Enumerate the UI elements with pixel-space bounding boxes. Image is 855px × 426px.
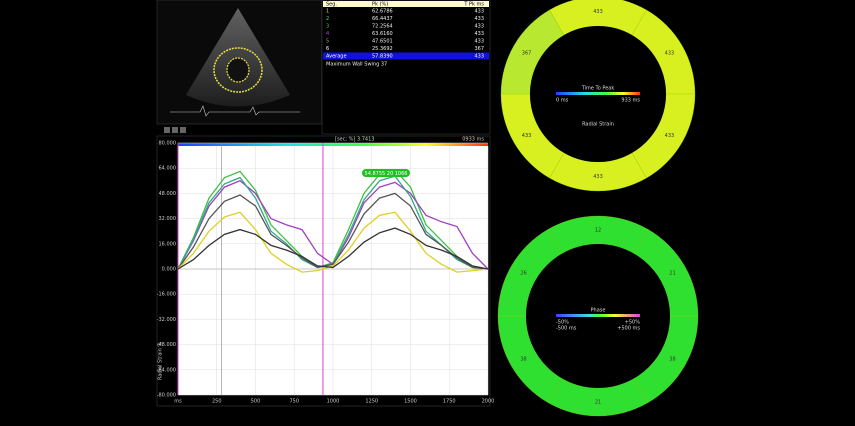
chart-header-right: 0933 ms xyxy=(462,137,484,143)
x-tick-label: 1750 xyxy=(443,399,456,405)
color-scale xyxy=(556,92,640,95)
segment-label: 38 xyxy=(520,357,526,363)
bullseye-subtitle: Radial Strain xyxy=(582,122,614,128)
segment-label: 433 xyxy=(593,174,603,180)
table-footer: Maximum Wall Swing 37 xyxy=(326,62,387,68)
x-tick-label: 1250 xyxy=(365,399,378,405)
scale-min: 0 ms xyxy=(556,98,569,104)
strain-curve xyxy=(177,169,489,270)
table-cell: Average xyxy=(326,54,347,60)
y-tick-label: -80.000 xyxy=(157,393,176,399)
table-cell: 25.3692 xyxy=(372,46,393,52)
segment-label: 367 xyxy=(522,50,532,56)
scale-max: +500 ms xyxy=(617,326,640,332)
y-axis-title: Radial Strain % xyxy=(158,342,164,380)
y-tick-label: 48.000 xyxy=(159,191,177,197)
annotation-bg xyxy=(362,169,410,177)
table-cell: 5 xyxy=(326,39,329,45)
bullseye-title: Time To Peak xyxy=(581,86,615,92)
segment-label: 38 xyxy=(669,357,675,363)
table-cell: 433 xyxy=(474,9,484,15)
y-tick-label: -16.000 xyxy=(157,292,176,298)
x-tick-label: ms xyxy=(174,399,182,405)
ultrasound-view xyxy=(156,0,323,125)
table-cell: 2 xyxy=(326,16,329,22)
segment-label: 21 xyxy=(595,400,601,406)
segment-label: 433 xyxy=(665,50,675,56)
y-tick-label: -48.000 xyxy=(157,342,176,348)
strain-curve xyxy=(177,192,489,270)
bullseye-segment xyxy=(500,9,565,95)
annotation: 54.8755 20 1066 xyxy=(365,171,408,177)
y-tick-label: 64.000 xyxy=(159,166,177,172)
scale-min: -50% xyxy=(556,320,569,326)
table-cell: 3 xyxy=(326,24,329,30)
color-scale xyxy=(556,314,640,317)
y-tick-label: -32.000 xyxy=(157,317,176,323)
table-cell: 57.8390 xyxy=(372,54,393,60)
scale-max: 933 ms xyxy=(621,98,640,104)
scale-min: -500 ms xyxy=(556,326,577,332)
x-tick-label: 500 xyxy=(251,399,261,405)
table-cell: 6 xyxy=(326,46,329,52)
table-cell: 367 xyxy=(474,46,484,52)
bullseye-title: Phase xyxy=(591,308,606,314)
table-header-cell: Seg. xyxy=(326,2,337,8)
table-cell: 433 xyxy=(474,16,484,22)
table-panel xyxy=(321,0,491,135)
table-header-cell: T Pk ms xyxy=(463,2,484,8)
x-tick-label: 2000 xyxy=(482,399,495,405)
table-cell: 1 xyxy=(326,9,329,15)
table-cell: 72.2564 xyxy=(372,24,393,30)
strain-curve xyxy=(177,227,489,270)
table-cell: 433 xyxy=(474,39,484,45)
color-strip xyxy=(178,143,488,146)
bullseye-segment xyxy=(497,229,563,317)
playback-toolbar[interactable] xyxy=(164,127,186,133)
segment-label: 433 xyxy=(522,133,532,139)
table-cell: 433 xyxy=(474,31,484,37)
table-cell: 4 xyxy=(326,31,329,37)
chart-header-left: [sec; %] 3.7413 xyxy=(335,137,374,143)
segment-label: 433 xyxy=(665,133,675,139)
x-tick-label: 1500 xyxy=(404,399,417,405)
y-tick-label: 16.000 xyxy=(159,241,177,247)
table-cell: 63.6160 xyxy=(372,31,393,37)
table-cell: 433 xyxy=(474,54,484,60)
table-cell: 433 xyxy=(474,24,484,30)
scale-max: +50% xyxy=(625,320,641,326)
table-cell: 62.6786 xyxy=(372,9,393,15)
segment-label: 12 xyxy=(595,228,601,234)
average-row-bg xyxy=(323,52,489,60)
table-header-cell: Pk (%) xyxy=(372,2,388,8)
table-cell: 47.6501 xyxy=(372,39,393,45)
x-tick-label: 250 xyxy=(212,399,222,405)
segment-label: 26 xyxy=(520,271,526,277)
segment-label: 21 xyxy=(669,271,675,277)
y-tick-label: 0.000 xyxy=(162,267,176,273)
segment-label: 433 xyxy=(593,9,603,15)
strain-curve xyxy=(177,211,489,273)
x-tick-label: 750 xyxy=(289,399,299,405)
y-tick-label: -64.000 xyxy=(157,367,176,373)
x-tick-label: 1000 xyxy=(327,399,340,405)
y-tick-label: 32.000 xyxy=(159,216,177,222)
table-header-bg xyxy=(323,1,489,7)
table-cell: 66.4437 xyxy=(372,16,393,22)
y-tick-label: 80.000 xyxy=(159,141,177,147)
